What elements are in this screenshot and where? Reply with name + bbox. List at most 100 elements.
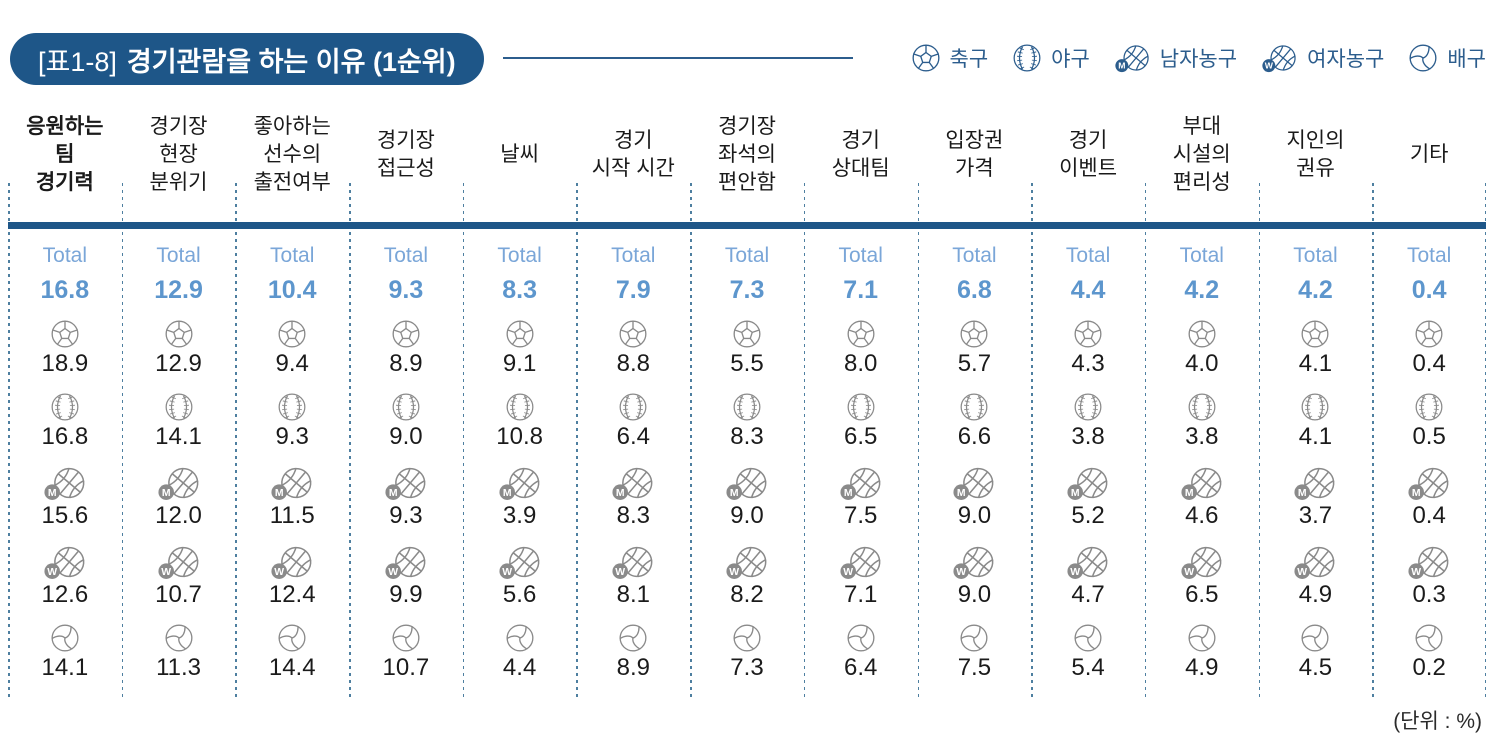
basketball-m-icon: M [157,467,198,500]
sport-icon-wrap [1073,623,1103,653]
sport-cell-basketball-w: W 4.9 [1293,544,1337,607]
svg-text:W: W [1265,61,1274,71]
sport-cell-basketball-w: W 5.6 [498,544,542,607]
sport-icon-wrap [732,392,762,422]
badge-circle [44,563,60,579]
column-divider-line [235,183,237,700]
sport-icon-wrap [50,392,80,422]
sport-icon-wrap [732,623,762,653]
total-value: 4.2 [1184,276,1220,304]
sport-cell-baseball: 9.3 [276,392,309,449]
table-column-13: Total 0.4 0.4 0.5 M [1372,229,1486,680]
sport-cell-baseball: 8.3 [730,392,764,449]
table-column-5: Total 8.3 9.1 10.8 M [463,229,577,680]
table-number-tag: [표1-8] [38,46,117,77]
value-cell: 4.7 [1071,581,1105,608]
sport-icon-wrap: M [1066,465,1110,501]
sport-icon-wrap [1414,319,1444,349]
sport-icon-wrap [1187,623,1217,653]
table-column-6: Total 7.9 8.8 6.4 M [576,229,690,680]
legend-item-basketball-w: W 여자농구 [1261,43,1384,73]
value-cell: 6.6 [957,423,992,450]
sport-cell-soccer: 9.4 [276,319,309,376]
soccer-icon [392,320,420,348]
soccer-icon [1074,320,1102,348]
column-divider-line [8,183,10,700]
sport-icon-wrap [277,392,307,422]
basketball-m-icon: M [1067,467,1108,500]
volleyball-icon [506,624,534,652]
volleyball-icon [847,624,875,652]
badge-circle [271,484,288,500]
baseball-icon [960,393,988,421]
legend-item-basketball-m: M 남자농구 [1114,43,1237,73]
value-cell: 9.1 [502,350,537,377]
baseball-icon [1074,393,1102,421]
soccer-icon [960,320,988,348]
value-cell: 6.4 [616,423,650,450]
total-value: 7.9 [615,276,651,304]
header-rule [8,222,1486,229]
basketball-w-icon: W [1294,546,1335,579]
value-cell: 14.1 [41,654,89,681]
volleyball-icon [733,624,761,652]
total-label: Total [952,244,997,267]
legend-item-baseball: 야구 [1012,43,1090,73]
column-header-6: 경기 시작 시간 [591,129,675,180]
basketball-m-icon: M [1408,467,1449,500]
svg-text:M: M [844,488,853,499]
svg-text:W: W [616,567,626,578]
value-cell: 9.0 [957,581,992,608]
column-divider-line [576,183,578,700]
sport-cell-baseball: 3.8 [1071,392,1105,449]
column-divider-line [1258,183,1261,700]
sport-icon-wrap [164,623,194,653]
total-label: Total [270,244,315,267]
total-value: 0.4 [1411,276,1447,304]
column-header-11: 부대 시설의 편리성 [1172,115,1231,194]
value-cell: 4.1 [1298,350,1333,377]
basketball-w-icon: W [1408,546,1449,579]
baseball-icon [1013,44,1041,72]
sport-icon-wrap: M [952,465,996,501]
sport-cell-basketball-m: M 9.3 [384,465,428,528]
sport-icon-wrap: M [611,465,655,501]
value-cell: 12.0 [155,502,202,529]
value-cell: 14.1 [155,423,202,450]
sport-icon-wrap: M [270,465,314,501]
sport-cell-basketball-w: W 0.3 [1407,544,1451,607]
sport-icon-wrap [1187,319,1217,349]
value-cell: 5.5 [730,350,764,377]
sport-icon-wrap [277,319,307,349]
sport-icon-wrap: W [498,544,542,580]
sport-icon-wrap: W [952,544,996,580]
sport-icon-wrap: W [270,544,314,580]
sport-cell-basketball-w: W 9.9 [384,544,428,607]
value-cell: 0.2 [1412,654,1446,681]
svg-text:M: M [1298,488,1307,499]
badge-circle [840,563,856,579]
svg-text:W: W [1070,567,1080,578]
value-cell: 16.8 [41,423,89,450]
svg-text:M: M [1185,488,1194,499]
basketball-m-icon: M [840,467,881,500]
value-cell: 9.0 [730,502,764,529]
legend-label: 배구 [1447,48,1486,71]
sport-icon-wrap [846,392,876,422]
value-cell: 3.8 [1185,423,1219,450]
soccer-icon [506,320,534,348]
total-label: Total [1065,244,1111,267]
value-cell: 9.9 [389,581,423,608]
baseball-icon [392,393,420,421]
sport-icon-wrap: M [157,465,201,501]
basketball-m-icon: M [1181,467,1222,500]
value-cell: 0.4 [1412,350,1446,377]
svg-text:W: W [388,567,398,578]
sport-cell-baseball: 0.5 [1412,392,1446,449]
sport-cell-soccer: 4.0 [1185,319,1218,376]
sport-cell-volleyball: 4.5 [1299,623,1332,680]
basketball-m-icon: M [44,467,85,500]
column-header-13: 기타 [1409,143,1449,167]
basketball-w-icon: W [44,546,85,579]
sport-cell-volleyball: 8.9 [617,623,650,680]
